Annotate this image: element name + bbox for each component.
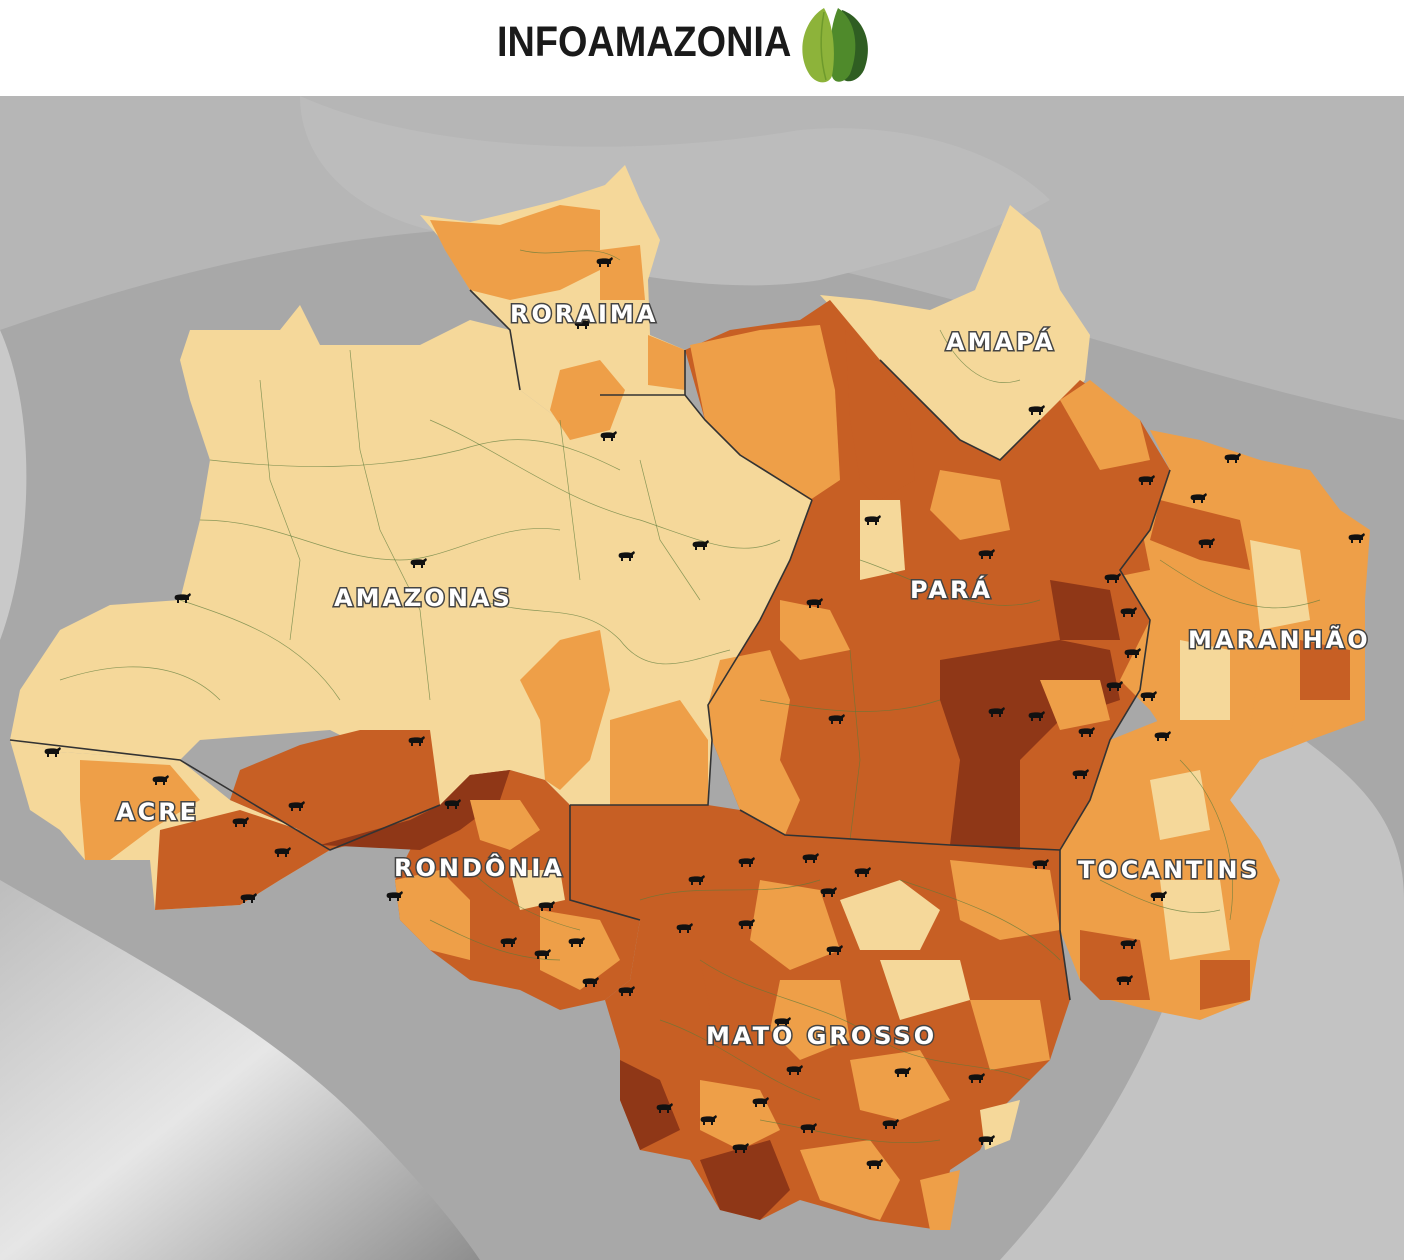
cattle-icon: [618, 551, 635, 561]
cattle-icon: [1348, 533, 1365, 543]
cattle-icon: [786, 1065, 803, 1075]
cattle-icon: [600, 431, 617, 441]
cattle-icon: [978, 549, 995, 559]
cattle-icon: [274, 847, 291, 857]
cattle-icon: [800, 1123, 817, 1133]
state-amapa: [820, 205, 1090, 460]
cattle-icon: [1154, 731, 1171, 741]
cattle-icon: [1106, 681, 1123, 691]
state-borders: [9, 289, 1171, 1001]
cattle-icon: [774, 1017, 791, 1027]
cattle-icon: [444, 799, 461, 809]
cattle-icon: [1032, 859, 1049, 869]
cattle-icon: [1190, 493, 1207, 503]
cattle-icon: [500, 937, 517, 947]
leaf-logo-icon: [802, 8, 868, 83]
cattle-icon: [738, 919, 755, 929]
cattle-icon: [386, 891, 403, 901]
cattle-icon: [1124, 648, 1141, 658]
cattle-icon: [1198, 538, 1215, 548]
cattle-icon: [864, 515, 881, 525]
cattle-icon: [618, 986, 635, 996]
leaf-mid: [830, 8, 856, 82]
leaf-vein: [820, 11, 827, 81]
cattle-icon: [1078, 727, 1095, 737]
cattle-icon: [894, 1067, 911, 1077]
choropleth-patches: [80, 205, 1350, 1230]
cattle-icon: [596, 257, 613, 267]
state-label-amazonas: AMAZONAS: [334, 584, 513, 612]
cattle-icon: [826, 945, 843, 955]
cattle-icon: [752, 1097, 769, 1107]
basemap-andes: [0, 880, 480, 1260]
state-label-mato-grosso: MATO GROSSO: [706, 1022, 937, 1050]
cattle-icon: [568, 937, 585, 947]
cattle-icon: [738, 857, 755, 867]
cattle-icon: [1138, 475, 1155, 485]
cattle-icon: [1120, 607, 1137, 617]
cattle-icon: [866, 1159, 883, 1169]
cattle-icon: [408, 736, 425, 746]
cattle-icon: [854, 867, 871, 877]
cattle-icon: [174, 593, 191, 603]
cattle-icon: [688, 875, 705, 885]
brand-name: INFOAMAZONIA: [497, 18, 792, 66]
state-label-amapa: AMAPÁ: [946, 327, 1056, 356]
state-label-rondonia: RONDÔNIA: [394, 852, 565, 882]
cattle-icon: [1072, 769, 1089, 779]
cattle-icon: [538, 901, 555, 911]
cattle-icon: [574, 319, 591, 329]
cattle-icon: [820, 887, 837, 897]
cattle-icon: [1150, 891, 1167, 901]
cattle-icon: [1028, 711, 1045, 721]
cattle-icon: [1104, 573, 1121, 583]
state-label-para: PARÁ: [910, 575, 993, 604]
leaf-light: [802, 8, 834, 83]
map[interactable]: RORAIMA AMAPÁ AMAZONAS PARÁ MARANHÃO ACR…: [0, 96, 1404, 1260]
cattle-icon: [732, 1143, 749, 1153]
cattle-icon: [44, 747, 61, 757]
cattle-icon: [534, 949, 551, 959]
cattle-icon: [806, 598, 823, 608]
cattle-markers: [44, 257, 1365, 1169]
cattle-icon: [232, 817, 249, 827]
cattle-icon: [582, 977, 599, 987]
cattle-icon: [152, 775, 169, 785]
map-canvas[interactable]: RORAIMA AMAPÁ AMAZONAS PARÁ MARANHÃO ACR…: [0, 96, 1404, 1260]
cattle-icon: [1120, 939, 1137, 949]
cattle-icon: [1140, 691, 1157, 701]
cattle-icon: [692, 540, 709, 550]
cattle-icon: [700, 1115, 717, 1125]
cattle-icon: [1116, 975, 1133, 985]
cattle-icon: [240, 893, 257, 903]
state-label-acre: ACRE: [116, 798, 199, 826]
municipal-borders: [59, 249, 1321, 1144]
cattle-icon: [1028, 405, 1045, 415]
cattle-icon: [656, 1103, 673, 1113]
cattle-icon: [676, 923, 693, 933]
state-amazonas: [10, 305, 812, 805]
basemap-relief-west: [0, 330, 27, 640]
cattle-icon: [988, 707, 1005, 717]
cattle-icon: [828, 714, 845, 724]
header: INFOAMAZONIA: [0, 0, 1404, 96]
cattle-icon: [1224, 453, 1241, 463]
cattle-icon: [978, 1135, 995, 1145]
state-label-tocantins: TOCANTINS: [1078, 856, 1261, 884]
cattle-icon: [882, 1119, 899, 1129]
cattle-icon: [288, 801, 305, 811]
cattle-icon: [802, 853, 819, 863]
state-label-roraima: RORAIMA: [510, 300, 658, 328]
cattle-icon: [968, 1073, 985, 1083]
state-label-maranhao: MARANHÃO: [1188, 625, 1371, 654]
cattle-icon: [410, 558, 427, 568]
